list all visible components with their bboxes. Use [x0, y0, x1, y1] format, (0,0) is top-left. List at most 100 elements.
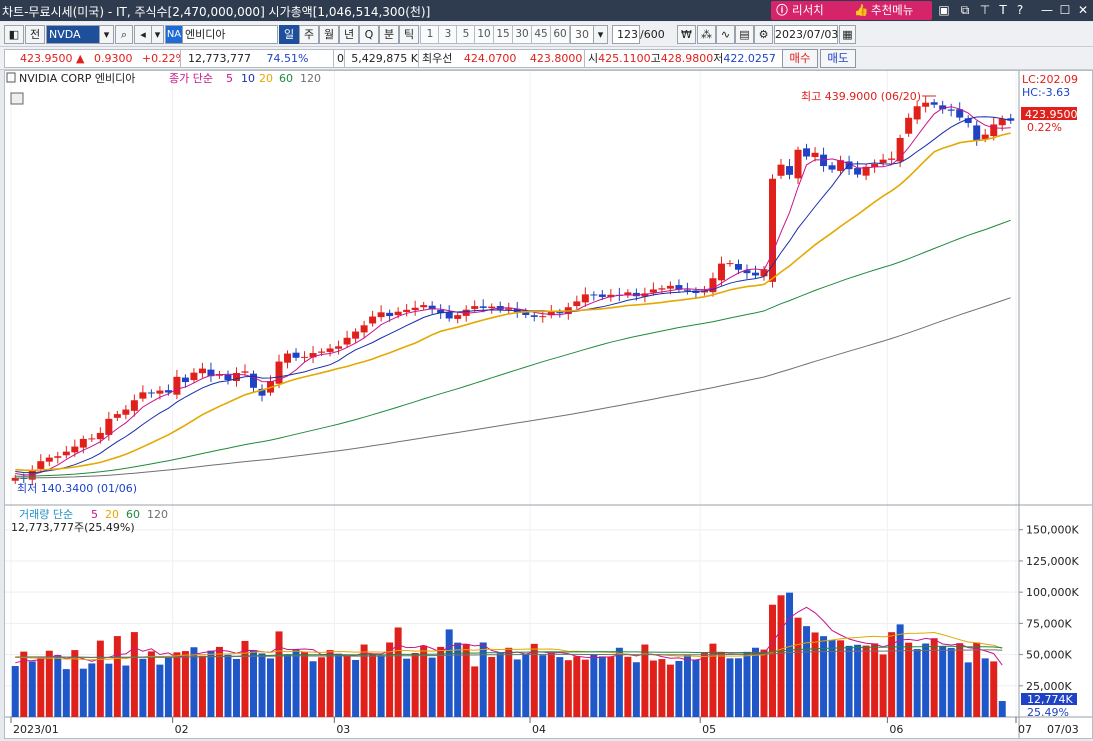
candle-body — [352, 331, 360, 339]
volume-tick-label: 75,000K — [1026, 617, 1072, 630]
volume-bar — [284, 654, 292, 717]
symbol-input[interactable]: NVDA — [46, 25, 102, 44]
period-tick[interactable]: 틱 — [399, 25, 419, 44]
candle-body — [794, 149, 802, 179]
candle-body — [45, 457, 53, 462]
text-icon[interactable]: T — [999, 3, 1007, 17]
close-icon[interactable]: ✕ — [1077, 3, 1089, 17]
pin-icon[interactable]: ⊤ — [979, 3, 991, 17]
minute-3[interactable]: 3 — [438, 25, 458, 44]
custom-period-field[interactable]: 30 — [570, 25, 594, 44]
minute-15[interactable]: 15 — [493, 25, 513, 44]
volume-bar — [564, 660, 572, 717]
candle-body — [683, 289, 691, 291]
candle-body — [428, 305, 436, 310]
panel-handle-icon[interactable] — [6, 72, 16, 83]
volume-bar — [181, 651, 189, 717]
volume-tick-label: 25,000K — [1026, 680, 1072, 693]
minute-45[interactable]: 45 — [531, 25, 551, 44]
volume-bar — [598, 656, 606, 717]
calendar-icon[interactable]: ▦ — [839, 25, 856, 44]
bar-count-field[interactable]: 123 — [612, 25, 640, 44]
cascade-icon[interactable]: ⧉ — [960, 3, 970, 17]
price-change-cell: 423.9500 ▲ 0.9300 +0.22% — [4, 49, 182, 68]
minute-5[interactable]: 5 — [456, 25, 476, 44]
maximize-icon[interactable]: ☐ — [1059, 3, 1071, 17]
symbol-dropdown-icon[interactable]: ▾ — [99, 25, 114, 44]
volume-bar — [275, 631, 283, 717]
volume-bar — [173, 652, 181, 717]
volume-bar — [632, 662, 640, 717]
period-day[interactable]: 일 — [279, 25, 299, 44]
candle-body — [896, 137, 904, 162]
volume-bar — [769, 604, 777, 717]
volume-bar — [386, 642, 394, 717]
period-week[interactable]: 주 — [299, 25, 319, 44]
date-field[interactable]: 2023/07/03 — [774, 25, 838, 44]
volume-bar — [105, 663, 113, 717]
research-button[interactable]: ⓘ 리서치 — [771, 1, 851, 20]
volume-ma-legend-120: 120 — [147, 508, 168, 521]
market-tag: NA — [165, 25, 183, 44]
stock-name-field[interactable]: 엔비디아 — [182, 25, 278, 44]
last-price-tag: 423.9500 — [1025, 108, 1078, 121]
volume-bar — [743, 651, 751, 717]
candle-body — [335, 346, 343, 349]
minute-10[interactable]: 10 — [474, 25, 494, 44]
save-icon[interactable]: ▤ — [735, 25, 754, 44]
volume-bar — [837, 640, 845, 717]
sound-icon[interactable]: ◂ — [134, 25, 152, 44]
panel-toggle-icon[interactable]: ◧ — [4, 25, 24, 44]
volume-bar — [794, 617, 802, 717]
minute-60[interactable]: 60 — [550, 25, 570, 44]
candle-body — [632, 292, 640, 297]
candle-body — [96, 432, 104, 440]
period-minute[interactable]: 분 — [379, 25, 399, 44]
custom-period-dropdown-icon[interactable]: ▾ — [593, 25, 608, 44]
candle-body — [990, 124, 998, 137]
volume-bar — [479, 642, 487, 717]
candle-body — [573, 301, 581, 307]
line-tool-icon[interactable]: ∿ — [716, 25, 735, 44]
sell-button[interactable]: 매도 — [820, 49, 856, 68]
layout-icon[interactable]: ▣ — [938, 3, 950, 17]
candle-type-icon[interactable]: ⁂ — [697, 25, 716, 44]
help-icon[interactable]: ? — [1016, 3, 1024, 17]
period-month[interactable]: 월 — [319, 25, 339, 44]
candle-body — [386, 312, 394, 317]
minute-30[interactable]: 30 — [512, 25, 532, 44]
candle-body — [828, 165, 836, 170]
volume-tick-label: 100,000K — [1026, 586, 1079, 599]
volume-bar — [786, 592, 794, 717]
chart-area[interactable]: 150,0000175,0000200,0000225,0000250,0000… — [4, 70, 1093, 739]
minimize-icon[interactable]: — — [1041, 3, 1053, 17]
recommend-menu-button[interactable]: 👍 추천메뉴 — [850, 1, 932, 20]
candle-body — [122, 409, 130, 415]
thumbs-up-icon: 👍 — [854, 3, 869, 17]
data-table-icon[interactable] — [10, 92, 24, 105]
candle-body — [173, 376, 181, 395]
recommend-label: 추천메뉴 — [871, 3, 914, 17]
settings-icon[interactable]: ⚙ — [754, 25, 773, 44]
minute-1[interactable]: 1 — [420, 25, 440, 44]
search-icon[interactable]: ⌕ — [115, 25, 133, 44]
candle-body — [811, 152, 819, 158]
currency-icon[interactable]: ₩ — [677, 25, 696, 44]
volume-bar — [28, 661, 36, 717]
ma-line-60 — [15, 219, 1011, 477]
period-year[interactable]: 년 — [339, 25, 359, 44]
bid-ask-cell: 최우선 424.0700 423.8000 — [418, 49, 588, 68]
period-quarter[interactable]: Q — [359, 25, 379, 44]
sound-dropdown-icon[interactable]: ▾ — [151, 25, 164, 44]
candle-body — [913, 106, 921, 120]
last-volume-pct-tag: 25.49% — [1027, 706, 1069, 719]
volume-bar — [224, 654, 232, 717]
volume-bar — [232, 658, 240, 717]
buy-button[interactable]: 매수 — [782, 49, 818, 68]
date-tick-label: 05 — [702, 723, 716, 736]
price-volume-chart[interactable]: 150,0000175,0000200,0000225,0000250,0000… — [5, 71, 1092, 738]
prev-button[interactable]: 전 — [25, 25, 45, 44]
candle-body — [113, 414, 121, 418]
volume-bar — [692, 659, 700, 717]
candle-body — [658, 288, 666, 290]
